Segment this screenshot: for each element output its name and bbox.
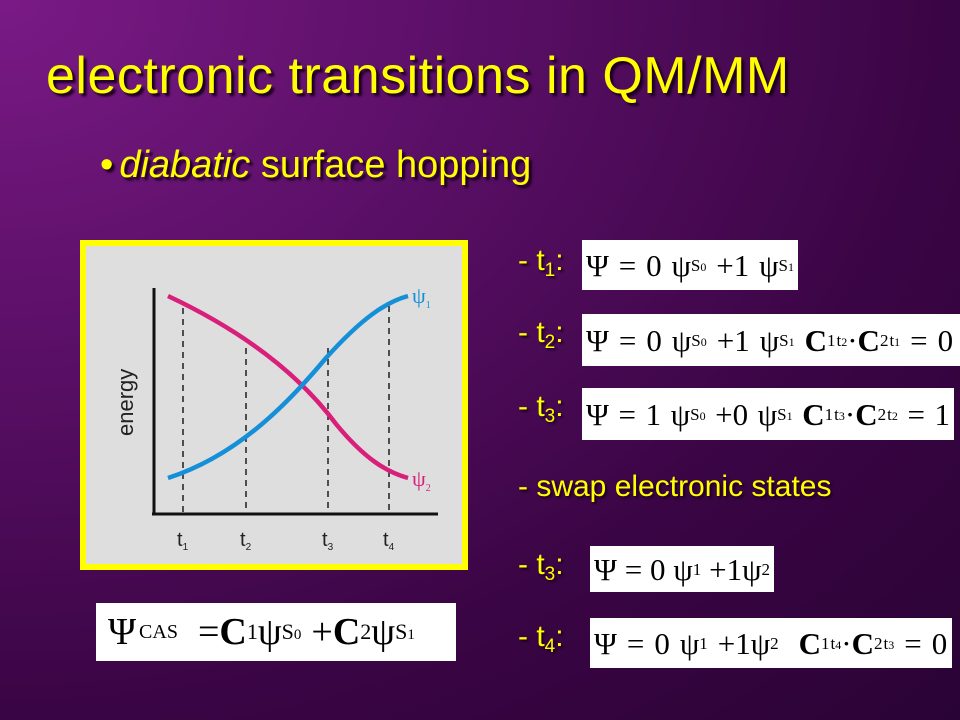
tick-label-t3: t3 [322,529,334,553]
tick-label-t2: t2 [240,529,252,553]
step-t4: - t4: [518,620,564,657]
equation-cas-wavefunction: Ψ CAS = C 1 ψ S0 + C 2 ψ S1 [96,603,456,661]
equation-t4: Ψ = 0 ψ 1 +1 ψ 2 C 1 t4 · C 2 t3 = 0 [590,618,952,668]
y-axis-label: energy [113,369,138,436]
equation-t2: Ψ = 0 ψ S0 +1 ψ S1 C 1 t2 · C 2 t1 = 0 [582,314,960,366]
curve-psi2-label: ψ2 [412,466,431,494]
bullet-dot: • [100,144,114,186]
step-t3: - t3: [518,390,564,427]
step-swap-states: - swap electronic states [518,470,832,503]
step-t3-after-swap: - t3: [518,548,564,585]
curve-psi1 [167,293,409,481]
tick-label-t1: t1 [177,529,189,553]
step-t2: - t2: [518,316,564,353]
energy-diagram-svg: ψ1 ψ2 energy t1 t2 t3 t4 [113,283,438,553]
bullet-text: surface hopping [250,144,532,186]
equation-t3: Ψ = 1 ψ S0 +0 ψ S1 C 1 t3 · C 2 t2 = 1 [582,388,954,440]
equation-t1: Ψ = 0 ψ S0 +1 ψ S1 [582,240,798,290]
bullet-italic-word: diabatic [119,144,251,186]
curve-psi1-label: ψ1 [412,283,431,311]
bullet-diabatic-surface-hopping: • diabatic surface hopping [100,144,531,187]
slide-title: electronic transitions in QM/MM [46,47,790,105]
energy-diagram: ψ1 ψ2 energy t1 t2 t3 t4 [86,246,462,564]
tick-label-t4: t4 [383,529,395,553]
step-t1: - t1: [518,244,564,281]
equation-t3-swapped: Ψ = 0 ψ 1 +1 ψ 2 [590,546,774,592]
energy-diagram-frame: ψ1 ψ2 energy t1 t2 t3 t4 [80,240,468,570]
curve-psi2 [167,293,409,481]
